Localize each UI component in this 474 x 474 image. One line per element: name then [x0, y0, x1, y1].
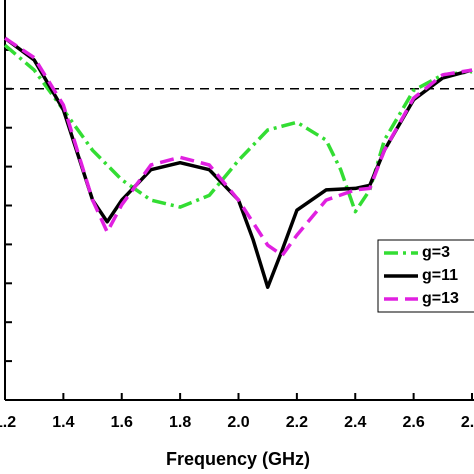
x-tick-label: 1.4 [52, 414, 74, 431]
x-tick-label: 2.0 [227, 414, 249, 431]
series-line [3, 43, 473, 214]
legend-label: g=11 [422, 267, 458, 284]
x-tick-label: 1.2 [0, 414, 16, 431]
x-tick-label: 2.6 [403, 414, 425, 431]
x-tick-label: 1.8 [169, 414, 191, 431]
x-tick-label: 1.6 [111, 414, 133, 431]
legend-label: g=3 [422, 244, 450, 261]
x-tick-label: 2.2 [286, 414, 308, 431]
x-axis-label: Frequency (GHz) [166, 449, 310, 469]
legend-label: g=13 [422, 290, 459, 307]
x-tick-label: 2.8 [461, 414, 474, 431]
series-line [4, 36, 473, 258]
x-tick-label: 2.4 [344, 414, 366, 431]
